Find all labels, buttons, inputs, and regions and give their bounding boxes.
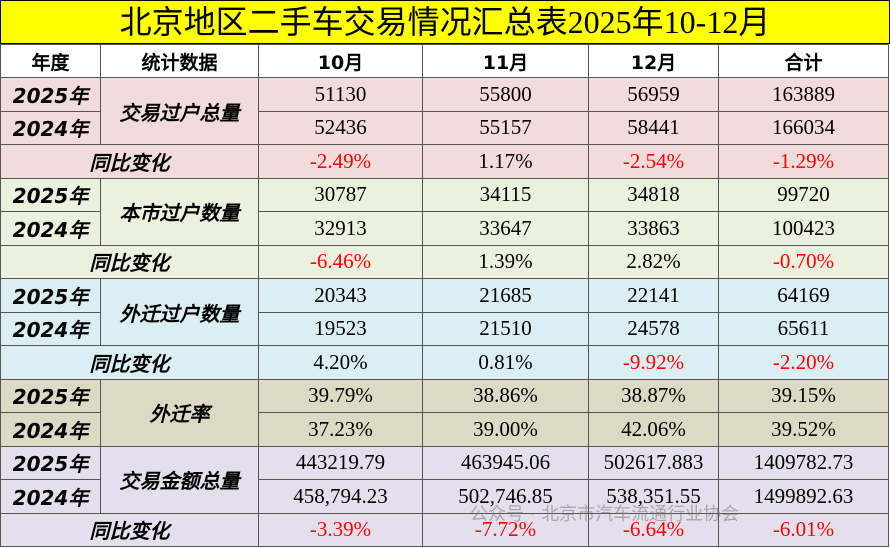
column-header: 合计 [718,44,889,78]
yoy-cell: -2.20% [718,345,889,380]
value-cell: 39.00% [422,412,589,447]
value-cell: 99720 [718,177,889,212]
value-cell: 55157 [422,110,589,145]
yoy-label: 同比变化 [0,512,259,547]
metric-label: 外迁过户数量 [100,278,259,346]
yoy-label: 同比变化 [0,244,259,279]
yoy-cell: -6.01% [718,512,889,547]
value-cell: 38.87% [588,378,719,413]
value-cell: 443219.79 [258,445,423,480]
value-cell: 166034 [718,110,889,145]
value-cell: 20343 [258,278,423,313]
metric-label: 交易金额总量 [100,445,259,514]
value-cell: 463945.06 [422,445,589,480]
value-cell: 34818 [588,177,719,212]
value-cell: 19523 [258,311,423,346]
value-cell: 24578 [588,311,719,346]
year-cell: 2024年 [0,311,101,346]
yoy-cell: -1.29% [718,144,889,179]
yoy-cell: -0.70% [718,244,889,279]
data-row: 2024年 19523 21510 24578 65611 [0,311,889,346]
value-cell: 502617.883 [588,445,719,480]
value-cell: 65611 [718,311,889,346]
value-cell: 100423 [718,211,889,246]
column-header: 10月 [258,44,423,78]
value-cell: 33647 [422,211,589,246]
year-cell: 2025年 [0,177,101,212]
year-cell: 2025年 [0,278,101,313]
yoy-cell: -3.39% [258,512,423,547]
yoy-row: 同比变化 -2.49% 1.17% -2.54% -1.29% [0,144,889,179]
column-header: 11月 [422,44,589,78]
metric-label: 本市过户数量 [100,177,259,246]
value-cell: 42.06% [588,412,719,447]
value-cell: 37.23% [258,412,423,447]
yoy-cell: 1.17% [422,144,589,179]
yoy-cell: 2.82% [588,244,719,279]
year-cell: 2025年 [0,445,101,480]
year-cell: 2024年 [0,479,101,514]
yoy-cell: 0.81% [422,345,589,380]
value-cell: 38.86% [422,378,589,413]
value-cell: 56959 [588,77,719,112]
watermark: 公众号 · 北京市汽车流通行业协会 [470,504,740,525]
value-cell: 22141 [588,278,719,313]
yoy-cell: -9.92% [588,345,719,380]
value-cell: 39.79% [258,378,423,413]
value-cell: 39.15% [718,378,889,413]
yoy-row: 同比变化 -6.46% 1.39% 2.82% -0.70% [0,244,889,279]
yoy-label: 同比变化 [0,144,259,179]
value-cell: 1499892.63 [718,479,889,514]
value-cell: 52436 [258,110,423,145]
value-cell: 34115 [422,177,589,212]
yoy-cell: 4.20% [258,345,423,380]
value-cell: 39.52% [718,412,889,447]
summary-table: 年度 统计数据 10月 11月 12月 合计 2025年 交易过户总量 51130 55800 5… [0,44,889,547]
yoy-row: 同比变化 4.20% 0.81% -9.92% -2.20% [0,345,889,380]
value-cell: 21510 [422,311,589,346]
value-cell: 58441 [588,110,719,145]
value-cell: 21685 [422,278,589,313]
data-row: 2025年 本市过户数量 30787 34115 34818 99720 [0,177,889,246]
data-row: 2025年 交易过户总量 51130 55800 56959 163889 [0,77,889,145]
value-cell: 33863 [588,211,719,246]
year-cell: 2024年 [0,211,101,246]
year-cell: 2025年 [0,378,101,413]
yoy-cell: 1.39% [422,244,589,279]
value-cell: 30787 [258,177,423,212]
value-cell: 32913 [258,211,423,246]
value-cell: 502,746.85 [422,479,589,514]
value-cell: 458,794.23 [258,479,423,514]
year-cell: 2024年 [0,110,101,145]
data-row: 2025年 外迁率 39.79% 38.86% 38.87% 39.15% [0,378,889,447]
yoy-label: 同比变化 [0,345,259,380]
metric-label: 交易过户总量 [100,77,259,145]
yoy-cell: -2.54% [588,144,719,179]
column-header: 年度 [0,44,101,78]
data-row: 2025年 外迁过户数量 20343 21685 22141 64169 [0,278,889,346]
year-cell: 2024年 [0,412,101,447]
yoy-cell: -6.46% [258,244,423,279]
value-cell: 163889 [718,77,889,112]
yoy-cell: -6.64% [588,512,719,547]
year-cell: 2025年 [0,77,101,112]
yoy-cell: -2.49% [258,144,423,179]
value-cell: 64169 [718,278,889,313]
metric-label: 外迁率 [100,378,259,447]
yoy-row: 同比变化 -3.39% -7.72% -6.64% -6.01% [0,512,889,547]
yoy-cell: -7.72% [422,512,589,547]
value-cell: 538,351.55 [588,479,719,514]
title: 北京地区二手车交易情况汇总表2025年10-12月 [0,0,890,44]
value-cell: 1409782.73 [718,445,889,480]
value-cell: 55800 [422,77,589,112]
data-row: 2024年 458,794.23 502,746.85 538,351.55 14998… [0,479,889,514]
column-header: 统计数据 [100,44,259,78]
value-cell: 51130 [258,77,423,112]
header-row: 年度 统计数据 10月 11月 12月 合计 [0,44,889,78]
data-row: 2025年 交易金额总量 443219.79 463945.06 502617.883 1… [0,445,889,514]
column-header: 12月 [588,44,719,78]
